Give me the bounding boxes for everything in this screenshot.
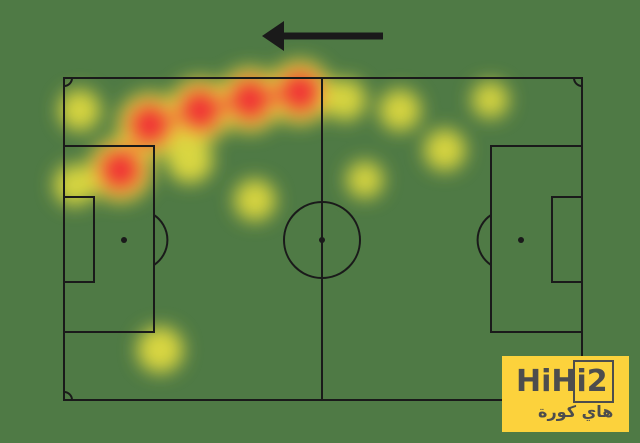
heat-blob — [471, 80, 510, 119]
heat-blob — [423, 128, 466, 171]
heat-blob — [166, 136, 213, 184]
logo-arabic: هاي كورة — [538, 402, 614, 421]
heat-blob — [125, 100, 174, 149]
heat-blob — [275, 68, 324, 117]
heat-blob — [176, 86, 225, 135]
arrow-left-icon — [262, 21, 383, 51]
logo: HiHi2 هاي كورة — [502, 356, 629, 432]
heat-blob — [225, 75, 274, 124]
pitch-lines — [63, 77, 583, 401]
logo-brand: HiHi2 — [516, 364, 608, 399]
heat-blob — [233, 179, 276, 222]
heat-blob — [378, 89, 421, 132]
heat-blob — [53, 164, 96, 207]
heat-layer — [53, 60, 510, 374]
heat-blob — [324, 78, 367, 121]
heat-blob — [58, 89, 101, 132]
heat-blob — [346, 161, 384, 199]
heat-blob — [137, 326, 184, 374]
heat-blob — [96, 145, 145, 194]
